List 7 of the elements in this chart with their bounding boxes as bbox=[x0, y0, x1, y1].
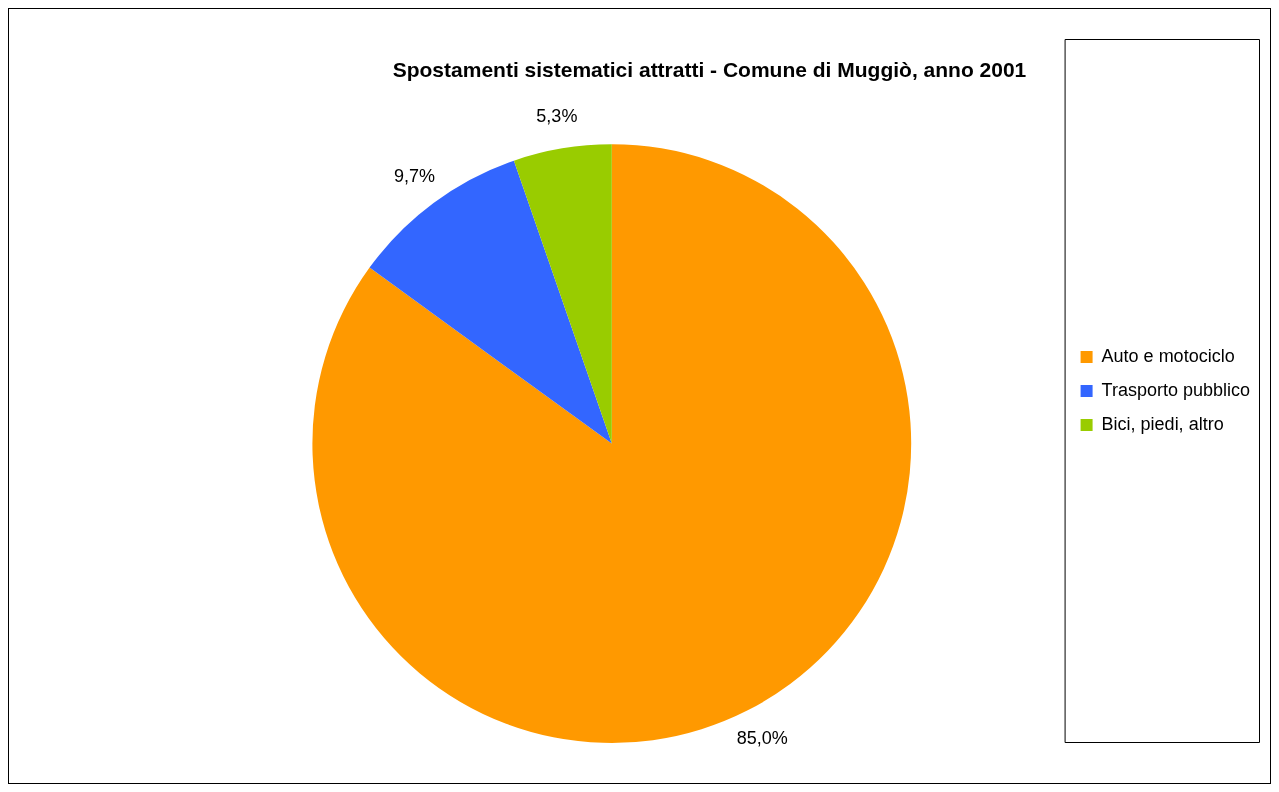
chart-title: Spostamenti sistematici attratti - Comune di Muggiò, anno 2001 bbox=[392, 58, 1027, 82]
legend-label: Trasporto pubblico bbox=[1101, 379, 1251, 400]
legend-label: Auto e motociclo bbox=[1101, 345, 1235, 366]
data-label: 85,0% bbox=[736, 727, 788, 748]
data-label: 5,3% bbox=[536, 105, 578, 126]
data-label: 9,7% bbox=[393, 166, 435, 187]
legend-label: Bici, piedi, altro bbox=[1101, 413, 1224, 434]
